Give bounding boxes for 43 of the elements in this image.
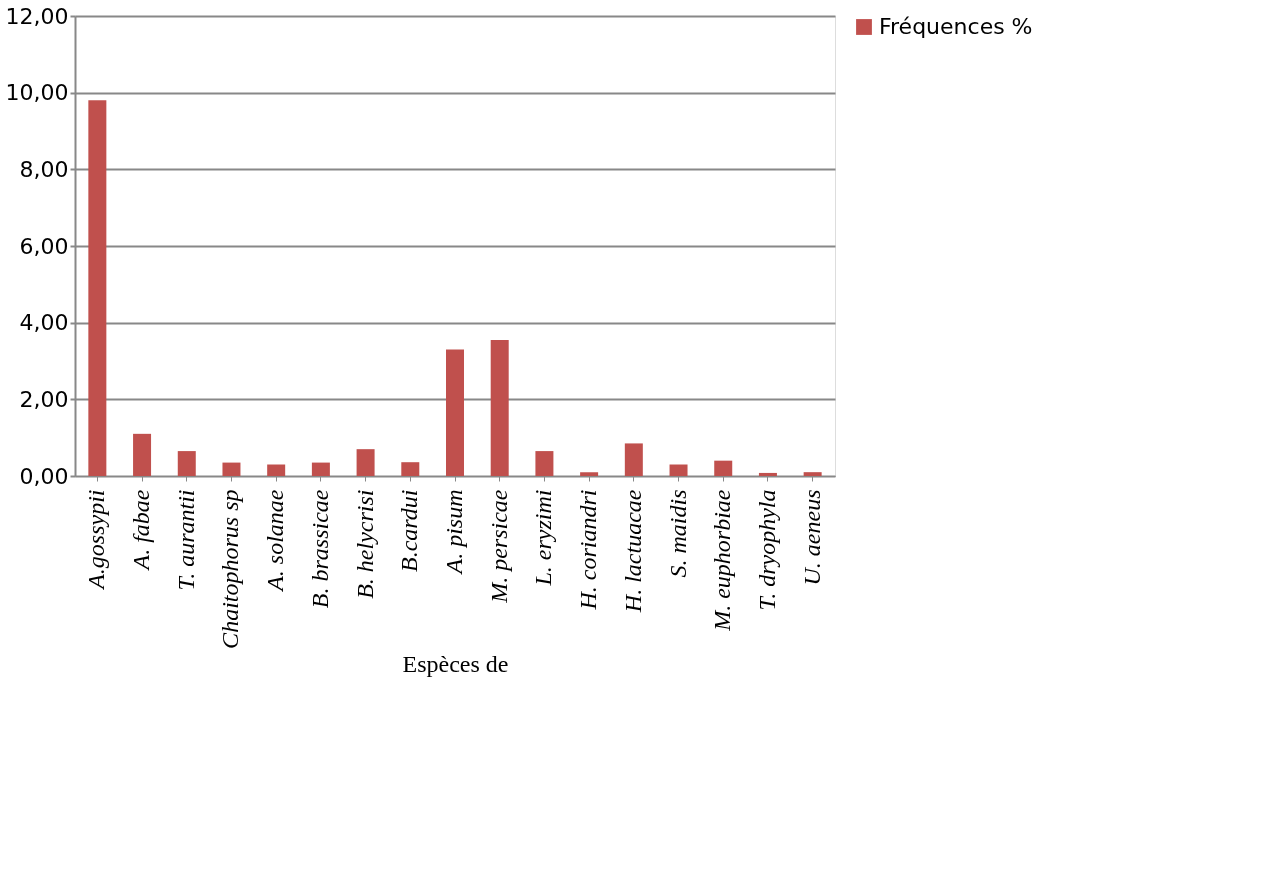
bar xyxy=(535,451,554,476)
x-tick-label: T. dryophyla xyxy=(753,489,780,611)
y-tick-label: 2,00 xyxy=(19,386,69,412)
y-tick-label: 12,00 xyxy=(5,3,69,29)
bar xyxy=(267,464,286,476)
bar xyxy=(133,433,152,476)
x-tick-label: B.cardui xyxy=(396,489,423,572)
x-tick-label: H. lactuacae xyxy=(619,489,646,614)
y-tick-label: 4,00 xyxy=(19,310,69,336)
x-tick-label: B. helycrisi xyxy=(351,489,378,599)
bar xyxy=(88,100,107,476)
bar xyxy=(401,462,420,476)
x-tick-label: A. solanae xyxy=(262,489,289,593)
y-tick-label: 6,00 xyxy=(19,233,69,259)
x-tick-label: B. brassicae xyxy=(306,489,333,609)
x-tick-label: L. eryzimi xyxy=(530,489,557,587)
x-tick-label: S. maidis xyxy=(664,489,691,578)
y-tick-label: 8,00 xyxy=(19,156,69,182)
x-tick-label: M. persicae xyxy=(485,489,512,604)
bar xyxy=(177,451,196,476)
bar xyxy=(624,443,643,476)
bar xyxy=(758,472,777,476)
x-tick-label: H. coriandri xyxy=(575,489,602,611)
x-tick-label: Chaitophorus sp xyxy=(217,489,244,649)
bar xyxy=(490,339,509,476)
bar xyxy=(669,464,688,476)
x-tick-label: T. aurantii xyxy=(172,489,199,591)
bar xyxy=(714,460,733,476)
x-tick-label: A. pisum xyxy=(441,489,467,576)
bar xyxy=(311,462,330,476)
x-tick-label: U. aeneus xyxy=(798,489,825,586)
bar xyxy=(356,449,375,476)
y-tick-label: 10,00 xyxy=(5,80,69,106)
bar xyxy=(580,472,599,476)
legend-label: Fréquences % xyxy=(879,14,1033,39)
bar xyxy=(803,472,822,476)
x-axis-title: Espèces de xyxy=(402,650,509,677)
x-tick-label: M. euphorbiae xyxy=(709,489,736,632)
x-tick-label: A. fabae xyxy=(128,489,155,572)
bar xyxy=(446,349,464,476)
y-tick-label: 0,00 xyxy=(19,463,69,489)
bar xyxy=(222,462,241,476)
x-tick-label: A.gossypii xyxy=(83,489,110,591)
